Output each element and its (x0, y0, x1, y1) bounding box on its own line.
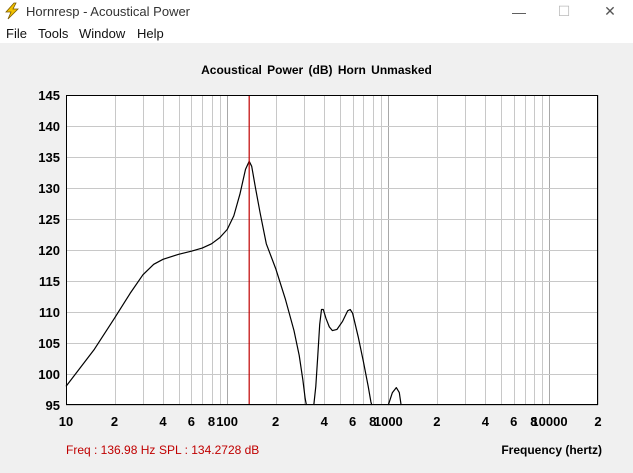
x-tick-label: 8 (369, 414, 376, 429)
minimize-button[interactable]: — (512, 3, 526, 20)
x-tick-label: 6 (349, 414, 356, 429)
plot-border (66, 95, 598, 405)
x-axis-label: Frequency (hertz) (501, 443, 602, 457)
menu-file[interactable]: File (6, 26, 27, 41)
y-tick-label: 145 (38, 88, 60, 103)
maximize-button[interactable]: ☐ (557, 3, 571, 19)
response-curve-segment (313, 308, 373, 406)
close-button[interactable]: ✕ (604, 3, 616, 19)
x-tick-label: 4 (482, 414, 490, 429)
y-tick-label: 100 (38, 367, 60, 382)
y-tick-label: 125 (38, 212, 60, 227)
x-tick-label: 4 (321, 414, 329, 429)
menu-help[interactable]: Help (137, 26, 164, 41)
curve-layer (65, 160, 402, 406)
x-tick-label: 8 (208, 414, 215, 429)
x-tick-label: 100 (216, 414, 238, 429)
cursor-frequency-readout: Freq : 136.98 Hz (66, 443, 156, 457)
x-tick-label: 10 (59, 414, 73, 429)
x-tick-label: 10000 (531, 414, 567, 429)
grid-lines (66, 95, 599, 406)
y-tick-label: 120 (38, 243, 60, 258)
x-tick-label: 8 (530, 414, 537, 429)
y-tick-labels: 95 100 105 110 115 120 125 130 135 140 145 (38, 88, 60, 413)
y-tick-label: 105 (38, 336, 60, 351)
window-title: Hornresp - Acoustical Power (26, 4, 191, 19)
x-tick-label: 4 (159, 414, 167, 429)
y-tick-label: 110 (39, 305, 60, 320)
y-tick-label: 95 (46, 398, 60, 413)
menu-tools[interactable]: Tools (38, 26, 69, 41)
chart-title: Acoustical Power (dB) Horn Unmasked (201, 63, 432, 77)
x-tick-label: 1000 (374, 414, 403, 429)
title-bar: Hornresp - Acoustical Power — ☐ ✕ (0, 0, 633, 23)
y-tick-label: 135 (38, 150, 60, 165)
x-tick-label: 2 (111, 414, 118, 429)
menu-bar: File Tools Window Help (0, 23, 633, 43)
y-tick-label: 115 (39, 274, 60, 289)
x-tick-label: 6 (510, 414, 517, 429)
cursor-spl-readout: SPL : 134.2728 dB (159, 443, 260, 457)
x-tick-label: 2 (272, 414, 279, 429)
x-tick-label: 2 (594, 414, 601, 429)
x-tick-label: 6 (188, 414, 195, 429)
y-tick-label: 140 (38, 119, 60, 134)
response-curve-segment (387, 387, 402, 406)
menu-window[interactable]: Window (79, 26, 126, 41)
response-curve-segment (65, 160, 307, 406)
lightning-app-icon (5, 2, 19, 20)
x-tick-label: 2 (433, 414, 440, 429)
y-tick-label: 130 (38, 181, 60, 196)
